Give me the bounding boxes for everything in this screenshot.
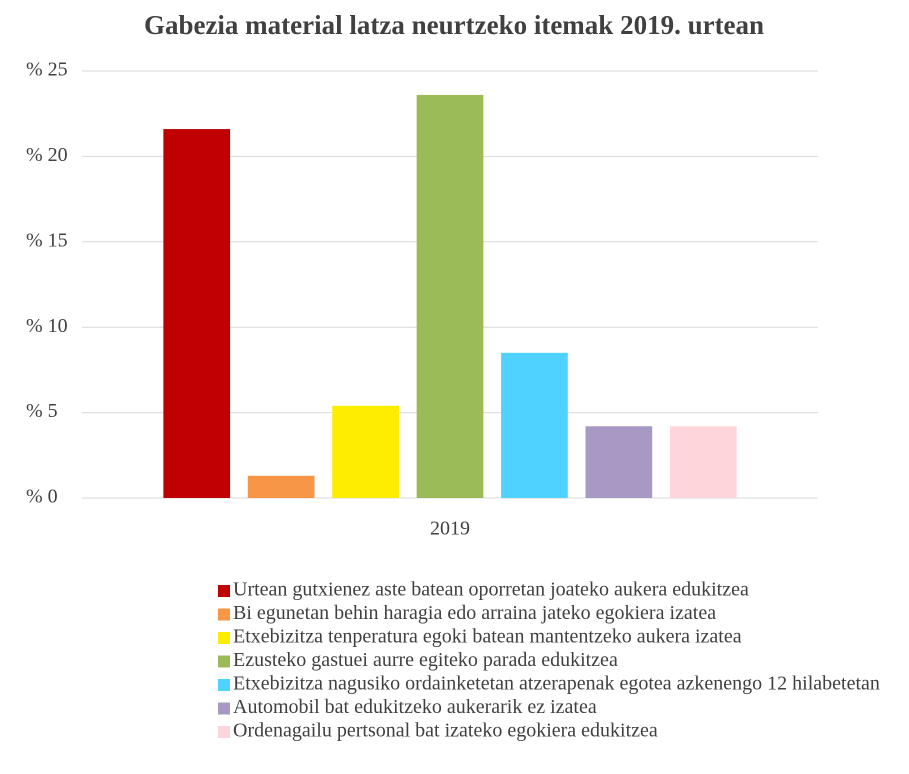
y-tick-label: % 15 (26, 229, 68, 251)
legend-label: Ezusteko gastuei aurre egiteko parada ed… (233, 649, 618, 671)
legend-swatch (218, 702, 230, 715)
legend-label: Bi egunetan behin haragia edo arraina ja… (233, 602, 716, 624)
y-tick-label: % 10 (26, 315, 68, 337)
bar (669, 426, 737, 498)
legend-swatch (218, 608, 230, 621)
legend-swatch (218, 726, 230, 738)
legend-swatch (218, 585, 230, 597)
y-tick-label: % 20 (26, 144, 68, 166)
bar (416, 94, 484, 499)
bar (585, 426, 653, 498)
legend-swatch (218, 655, 230, 668)
y-tick-label: % 5 (26, 400, 58, 422)
y-tick-label: % 25 (26, 59, 68, 81)
legend-label: Urtean gutxienez aste batean oporretan j… (233, 579, 749, 601)
bar (332, 405, 399, 498)
legend-label: Ordenagailu pertsonal bat izateko egokie… (233, 720, 658, 742)
x-tick-label: 2019 (430, 518, 470, 540)
legend-swatch (218, 632, 230, 644)
chart-title: Gabezia material latza neurtzeko itemak … (144, 10, 764, 40)
y-tick-label: % 0 (26, 486, 58, 508)
bar (163, 129, 231, 498)
bar (247, 475, 315, 498)
legend-swatch (218, 679, 230, 691)
legend-label: Automobil bat edukitzeko aukerarik ez iz… (233, 696, 597, 718)
legend-label: Etxebizitza nagusiko ordainketetan atzer… (233, 673, 880, 695)
bar (501, 352, 568, 498)
legend-label: Etxebizitza tenperatura egoki batean man… (233, 626, 742, 648)
